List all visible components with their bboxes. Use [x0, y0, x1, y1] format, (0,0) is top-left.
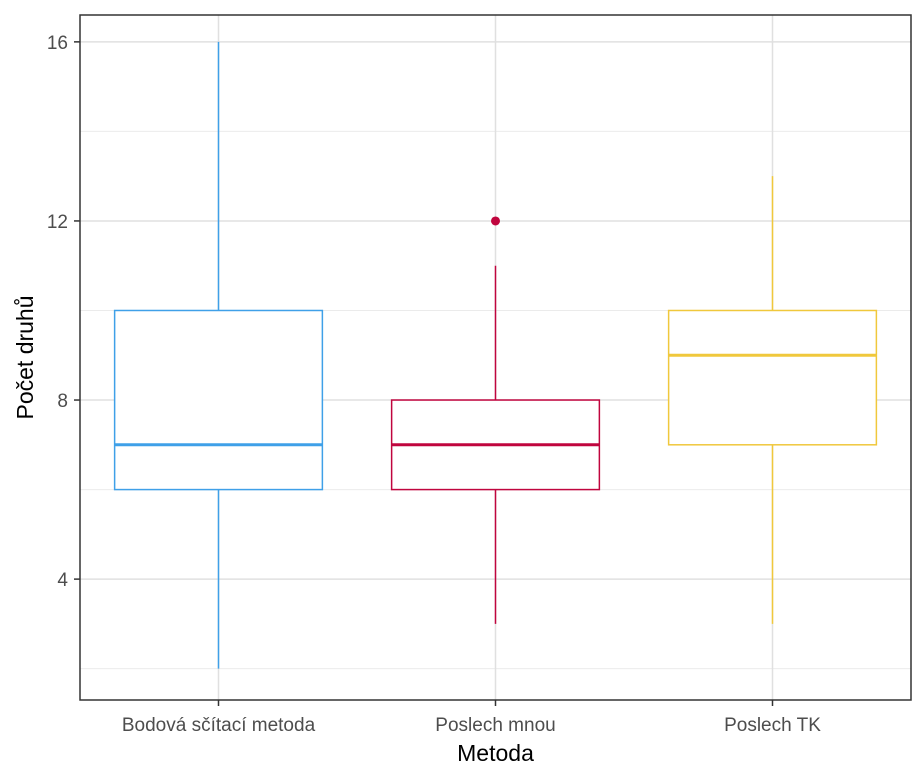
axes: 4 8 12 16 Bodová sčítací metoda Poslech mnou P…: [47, 33, 821, 736]
y-tick-label: 8: [57, 391, 68, 412]
y-tick-label: 16: [47, 33, 68, 54]
y-axis-title: Počet druhů: [12, 295, 38, 419]
box-3: [667, 176, 878, 624]
x-tick-label: Poslech TK: [724, 715, 821, 736]
x-tick-label: Bodová sčítací metoda: [122, 715, 316, 736]
x-tick-label: Poslech mnou: [435, 715, 555, 736]
y-tick-label: 12: [47, 212, 68, 233]
x-axis-title: Metoda: [457, 740, 534, 766]
boxes: [113, 41, 878, 669]
iqr-box: [113, 309, 324, 491]
box-2: [390, 216, 601, 624]
y-tick-label: 4: [57, 570, 68, 591]
box-1: [113, 41, 324, 669]
iqr-box: [667, 309, 878, 446]
outlier-point: [491, 216, 500, 226]
